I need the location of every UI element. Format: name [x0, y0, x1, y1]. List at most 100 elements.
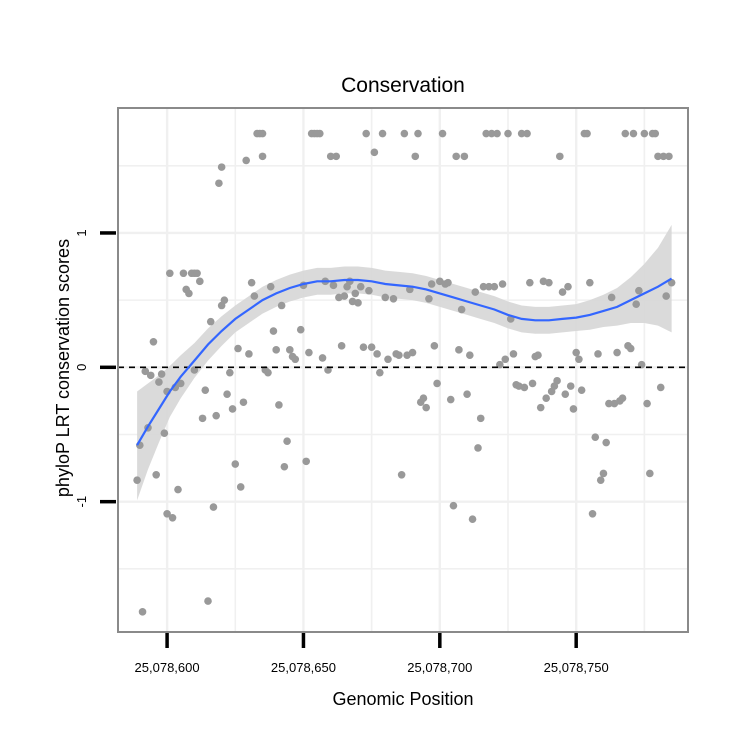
data-point: [204, 597, 212, 605]
data-point: [146, 371, 155, 380]
data-point: [468, 515, 477, 523]
data-point: [236, 483, 245, 491]
data-point: [493, 129, 501, 138]
data-point: [479, 282, 488, 291]
data-point: [370, 148, 379, 157]
panel-border: [117, 107, 689, 633]
data-point: [168, 513, 177, 522]
x-tick-label: 25,078,750: [544, 660, 609, 675]
confidence-ribbon: [137, 224, 672, 501]
data-point: [602, 438, 610, 447]
data-point: [640, 129, 649, 138]
plot-area: 25,078,600 25,078,650 25,078,700 25,078,750…: [74, 107, 689, 675]
y-tick-label: -1: [74, 496, 89, 508]
data-point: [591, 433, 600, 441]
data-point: [553, 376, 561, 385]
data-point: [646, 469, 654, 478]
data-point: [662, 292, 670, 300]
data-point: [337, 342, 346, 350]
data-point: [242, 156, 250, 165]
smooth-line: [136, 277, 673, 446]
data-point: [449, 501, 458, 510]
data-point: [583, 129, 591, 138]
data-point: [198, 414, 207, 423]
data-point: [174, 485, 182, 494]
data-point: [351, 289, 360, 298]
data-point: [286, 346, 294, 354]
data-point: [231, 460, 240, 468]
data-point: [275, 401, 283, 409]
data-point: [526, 278, 534, 287]
data-point: [378, 129, 387, 138]
data-point: [264, 368, 272, 377]
data-point: [564, 282, 572, 291]
data-point: [419, 394, 428, 403]
data-point: [258, 152, 267, 161]
data-point: [528, 379, 537, 388]
data-point: [490, 282, 499, 291]
data-point: [397, 471, 406, 479]
data-point: [228, 405, 237, 413]
data-point: [272, 346, 280, 354]
data-point: [217, 163, 226, 171]
data-point: [373, 350, 381, 358]
data-point: [163, 509, 171, 518]
data-point: [596, 476, 605, 484]
data-point: [621, 129, 630, 138]
data-point: [430, 342, 439, 350]
data-point: [594, 350, 602, 358]
data-point: [376, 368, 384, 377]
data-point: [438, 129, 447, 138]
data-point: [223, 390, 231, 398]
data-point: [414, 129, 422, 138]
data-point: [433, 379, 441, 388]
data-point: [215, 179, 223, 188]
data-point: [656, 383, 665, 392]
data-point: [471, 288, 480, 296]
data-point: [411, 152, 420, 161]
data-point: [605, 399, 613, 408]
data-point: [626, 344, 635, 353]
y-axis-title: phyloP LRT conservation scores: [53, 239, 73, 497]
data-point: [155, 378, 163, 386]
data-point: [280, 462, 289, 471]
data-point: [455, 346, 463, 354]
data-point: [160, 429, 169, 437]
data-point: [133, 476, 141, 484]
data-point: [569, 405, 578, 413]
data-point: [201, 386, 210, 394]
data-point: [487, 129, 496, 138]
data-point: [463, 390, 471, 398]
data-point: [599, 469, 608, 478]
data-point: [389, 294, 398, 303]
data-point: [277, 301, 286, 310]
data-point: [457, 305, 466, 314]
data-point: [654, 152, 662, 161]
data-point: [452, 152, 460, 161]
data-point: [651, 129, 660, 138]
data-point: [577, 386, 586, 394]
data-point: [212, 411, 220, 420]
data-point: [365, 286, 373, 295]
data-point: [250, 292, 259, 300]
y-tick-label: 1: [74, 229, 89, 236]
data-point: [665, 152, 673, 161]
data-point: [179, 269, 188, 278]
data-point: [520, 383, 529, 392]
data-point: [425, 294, 433, 303]
data-point: [283, 437, 291, 446]
data-point: [501, 355, 510, 364]
data-point: [446, 395, 455, 404]
data-point: [536, 403, 545, 412]
chart-title: Conservation: [341, 74, 465, 97]
data-point: [586, 278, 594, 287]
data-point: [427, 280, 436, 288]
x-axis-title: Genomic Position: [332, 689, 473, 709]
y-tick-label: 0: [74, 364, 89, 371]
data-point: [618, 394, 627, 403]
data-point: [566, 382, 575, 390]
data-point: [476, 414, 485, 423]
data-point: [381, 293, 390, 302]
data-point: [359, 343, 368, 351]
data-point: [517, 129, 526, 138]
